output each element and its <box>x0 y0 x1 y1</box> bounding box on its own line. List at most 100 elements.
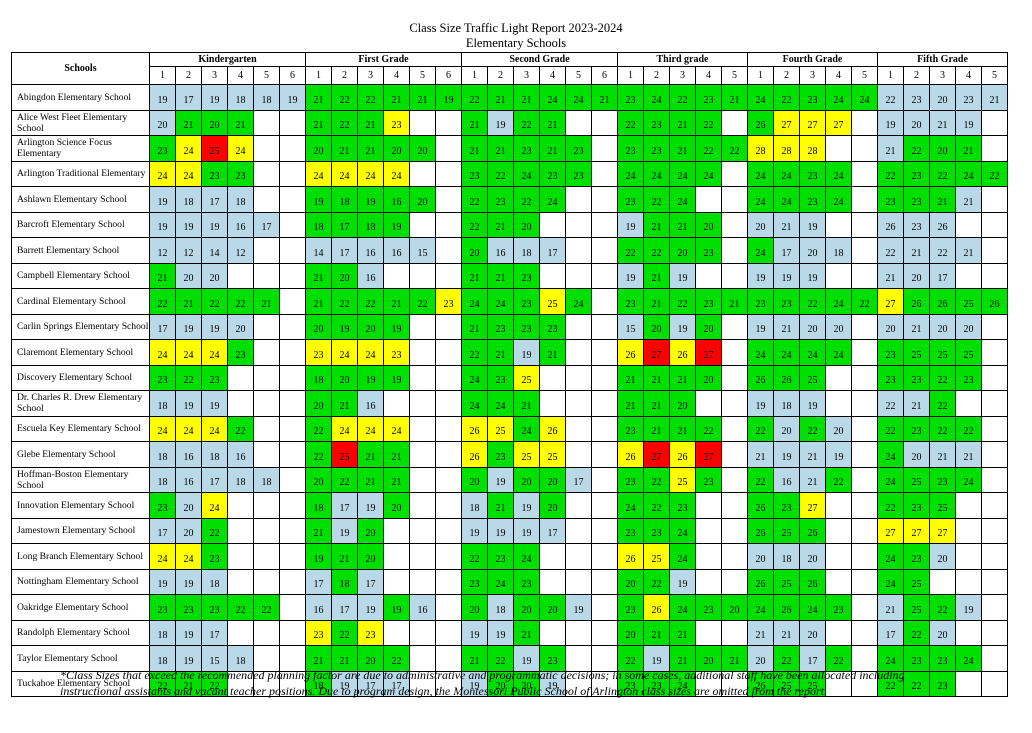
class-size-cell: 20 <box>695 313 722 340</box>
class-size-cell: 23 <box>617 186 644 213</box>
class-size-cell: 24 <box>955 160 982 187</box>
class-size-cell: 18 <box>227 186 254 213</box>
class-size-cell: 16 <box>409 594 436 621</box>
class-size-cell <box>279 645 306 672</box>
class-size-cell <box>253 415 280 442</box>
class-size-cell <box>825 568 852 595</box>
class-size-cell: 17 <box>539 517 566 544</box>
class-size-cell: 20 <box>461 237 488 264</box>
report-title: Class Size Traffic Light Report 2023-202… <box>409 21 623 35</box>
class-size-cell: 22 <box>747 415 774 442</box>
class-size-cell: 19 <box>799 390 826 417</box>
class-number-header: 6 <box>435 66 462 85</box>
class-size-cell: 21 <box>617 364 644 391</box>
class-size-cell: 21 <box>929 109 956 136</box>
class-size-cell: 24 <box>227 135 254 162</box>
class-size-cell: 22 <box>851 288 878 315</box>
class-size-cell: 23 <box>929 670 956 697</box>
class-size-cell: 23 <box>929 645 956 672</box>
class-size-cell: 21 <box>643 415 670 442</box>
class-size-cell: 18 <box>773 543 800 570</box>
class-size-cell: 19 <box>175 619 202 646</box>
table-row: Glebe Elementary School 18 16 18 16 22 25 21 21 2… <box>11 441 1008 468</box>
class-size-cell: 20 <box>201 109 228 136</box>
class-size-cell: 26 <box>773 364 800 391</box>
class-size-cell: 22 <box>643 568 670 595</box>
class-size-cell <box>721 109 748 136</box>
class-size-cell: 19 <box>747 313 774 340</box>
class-size-cell: 20 <box>617 619 644 646</box>
class-size-cell: 28 <box>747 135 774 162</box>
school-name: Discovery Elementary School <box>11 364 150 391</box>
class-size-cell: 25 <box>539 288 566 315</box>
class-size-cell: 24 <box>357 339 384 366</box>
class-size-cell: 19 <box>305 543 332 570</box>
class-size-cell: 21 <box>721 288 748 315</box>
class-size-cell <box>435 390 462 417</box>
class-size-cell: 17 <box>201 466 228 493</box>
grade-header: Second Grade <box>461 52 618 67</box>
class-size-cell <box>721 670 748 697</box>
class-size-cell: 26 <box>747 517 774 544</box>
class-size-cell: 19 <box>799 262 826 289</box>
class-size-cell: 24 <box>461 364 488 391</box>
class-size-cell <box>435 543 462 570</box>
class-size-cell <box>851 568 878 595</box>
class-size-cell: 21 <box>773 313 800 340</box>
class-size-cell <box>279 390 306 417</box>
class-size-cell: 16 <box>357 237 384 264</box>
class-size-cell <box>253 543 280 570</box>
class-size-cell: 18 <box>461 492 488 519</box>
class-size-cell: 19 <box>487 517 514 544</box>
class-size-cell <box>227 262 254 289</box>
class-size-cell: 24 <box>799 594 826 621</box>
class-number-header: 5 <box>409 66 436 85</box>
class-size-cell: 20 <box>357 645 384 672</box>
class-size-cell: 19 <box>747 390 774 417</box>
class-size-cell: 20 <box>903 262 930 289</box>
class-size-cell: 25 <box>773 517 800 544</box>
class-size-cell <box>409 364 436 391</box>
class-size-cell: 22 <box>877 390 904 417</box>
class-size-cell: 21 <box>175 288 202 315</box>
class-size-cell: 24 <box>487 568 514 595</box>
class-number-header: 2 <box>643 66 670 85</box>
class-size-cell <box>721 262 748 289</box>
class-size-cell <box>591 160 618 187</box>
class-size-cell: 21 <box>955 441 982 468</box>
school-name: Innovation Elementary School <box>11 492 150 519</box>
class-size-cell: 21 <box>539 135 566 162</box>
table-row: Discovery Elementary School 23 22 23 18 20 19 1… <box>11 364 1008 391</box>
class-size-cell: 26 <box>669 441 696 468</box>
table-row: Oakridge Elementary School 23 23 23 22 22 16 17… <box>11 594 1008 621</box>
class-size-cell: 23 <box>929 466 956 493</box>
class-size-cell <box>565 390 592 417</box>
class-size-cell <box>539 262 566 289</box>
class-size-cell <box>565 568 592 595</box>
class-size-cell: 21 <box>539 339 566 366</box>
class-size-cell: 24 <box>825 186 852 213</box>
class-size-cell <box>279 237 306 264</box>
class-size-cell: 25 <box>331 441 358 468</box>
class-size-cell: 22 <box>201 670 228 697</box>
class-size-cell <box>565 262 592 289</box>
class-size-cell <box>409 390 436 417</box>
class-size-cell <box>981 670 1008 697</box>
class-size-cell: 22 <box>513 109 540 136</box>
class-size-cell: 27 <box>695 339 722 366</box>
class-size-cell: 24 <box>149 543 176 570</box>
class-size-cell: 22 <box>877 492 904 519</box>
class-size-cell: 20 <box>305 313 332 340</box>
class-size-cell <box>409 211 436 238</box>
class-size-cell: 18 <box>149 390 176 417</box>
grade-header: Kindergarten <box>149 52 306 67</box>
class-size-cell <box>253 339 280 366</box>
class-size-cell <box>981 364 1008 391</box>
class-size-cell: 27 <box>877 288 904 315</box>
class-size-cell: 24 <box>383 160 410 187</box>
class-size-cell: 23 <box>539 160 566 187</box>
class-size-cell: 26 <box>747 492 774 519</box>
class-size-cell: 22 <box>331 466 358 493</box>
class-size-cell: 26 <box>669 339 696 366</box>
class-size-cell: 21 <box>669 619 696 646</box>
